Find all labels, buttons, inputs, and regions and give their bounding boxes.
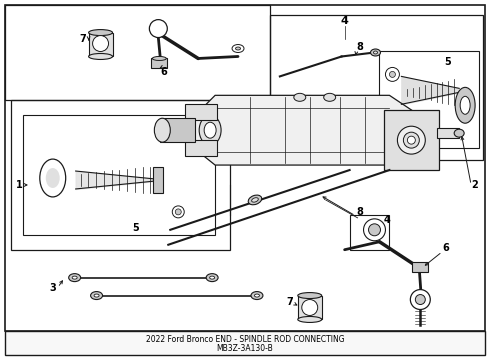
Circle shape — [302, 300, 318, 315]
Text: 3: 3 — [49, 283, 56, 293]
Bar — [385, 110, 439, 170]
Circle shape — [364, 219, 386, 241]
Text: 7: 7 — [287, 297, 293, 306]
Text: 7: 7 — [79, 33, 86, 44]
Polygon shape — [190, 95, 419, 165]
Bar — [89, 32, 113, 57]
Ellipse shape — [407, 136, 416, 144]
Ellipse shape — [454, 129, 464, 137]
Ellipse shape — [397, 126, 425, 154]
Circle shape — [93, 36, 108, 51]
Ellipse shape — [294, 93, 306, 101]
Bar — [185, 104, 217, 120]
Ellipse shape — [324, 93, 336, 101]
Ellipse shape — [94, 294, 99, 297]
Ellipse shape — [460, 96, 470, 114]
Ellipse shape — [370, 49, 380, 56]
Ellipse shape — [152, 57, 166, 60]
Text: MB3Z-3A130-B: MB3Z-3A130-B — [217, 344, 273, 353]
Ellipse shape — [89, 30, 113, 36]
Ellipse shape — [254, 294, 259, 297]
Text: 4: 4 — [341, 15, 348, 26]
Circle shape — [368, 224, 380, 236]
Ellipse shape — [403, 132, 419, 148]
Text: 1: 1 — [16, 180, 22, 190]
Ellipse shape — [91, 292, 102, 300]
Text: 2: 2 — [472, 180, 478, 190]
Ellipse shape — [298, 293, 322, 298]
Bar — [349, 215, 390, 250]
Bar — [437, 128, 459, 138]
Circle shape — [172, 206, 184, 218]
Ellipse shape — [252, 198, 258, 202]
Ellipse shape — [72, 276, 77, 279]
Ellipse shape — [248, 195, 262, 205]
Circle shape — [416, 294, 425, 305]
Text: 6: 6 — [443, 243, 450, 253]
Bar — [11, 100, 230, 250]
Bar — [413, 262, 428, 272]
Bar — [270, 15, 483, 160]
Ellipse shape — [40, 159, 66, 197]
Bar — [5, 332, 485, 355]
Text: 5: 5 — [132, 223, 139, 233]
Bar — [5, 5, 270, 100]
Bar — [153, 167, 163, 193]
Text: 4: 4 — [384, 215, 391, 225]
Bar — [23, 115, 215, 235]
Circle shape — [149, 20, 167, 37]
Ellipse shape — [373, 51, 377, 54]
Text: 8: 8 — [356, 207, 363, 217]
Ellipse shape — [204, 122, 216, 138]
Ellipse shape — [154, 118, 171, 142]
Ellipse shape — [206, 274, 218, 282]
Ellipse shape — [232, 45, 244, 53]
Text: 8: 8 — [356, 41, 363, 51]
Ellipse shape — [199, 115, 221, 145]
Bar — [151, 58, 167, 68]
Ellipse shape — [251, 292, 263, 300]
Text: 6: 6 — [160, 67, 167, 77]
Ellipse shape — [236, 47, 241, 50]
Circle shape — [390, 71, 395, 77]
Bar — [298, 296, 322, 319]
Bar — [185, 140, 217, 156]
Circle shape — [175, 209, 181, 215]
Text: 5: 5 — [444, 58, 451, 67]
Bar — [379, 50, 479, 148]
Ellipse shape — [46, 168, 60, 188]
Text: 2022 Ford Bronco END - SPINDLE ROD CONNECTING: 2022 Ford Bronco END - SPINDLE ROD CONNE… — [146, 335, 344, 344]
Circle shape — [386, 67, 399, 81]
Ellipse shape — [210, 276, 215, 279]
Ellipse shape — [69, 274, 81, 282]
Bar — [160, 118, 195, 142]
Ellipse shape — [298, 316, 322, 323]
Ellipse shape — [455, 87, 475, 123]
Ellipse shape — [89, 54, 113, 59]
Circle shape — [410, 289, 430, 310]
